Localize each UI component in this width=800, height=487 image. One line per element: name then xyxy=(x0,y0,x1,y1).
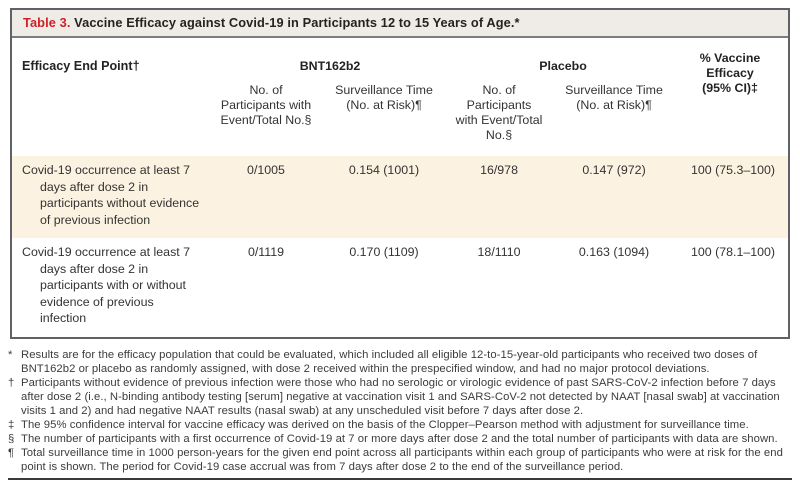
cell-placebo-events: 18/1110 xyxy=(477,245,521,259)
cell-vaccine-efficacy: 100 (78.1–100) xyxy=(690,245,776,259)
table-number-label: Table 3. xyxy=(23,15,71,30)
footnote-text: The 95% confidence interval for vaccine … xyxy=(21,418,749,431)
table-header: Efficacy End Point† BNT162b2 Placebo % V… xyxy=(12,38,788,156)
cell-placebo-surveillance: 0.163 (1094) xyxy=(578,245,650,259)
subheader-placebo-surveillance: Surveillance Time (No. at Risk)¶ xyxy=(565,83,663,112)
subheader-bnt-events: No. of Participants with Event/Total No.… xyxy=(220,83,312,127)
footnotes: * Results are for the efficacy populatio… xyxy=(8,348,792,474)
cell-bnt-surveillance: 0.170 (1109) xyxy=(349,245,419,259)
footnote-text: Participants without evidence of previou… xyxy=(21,376,780,417)
subheader-bnt-surveillance: Surveillance Time (No. at Risk)¶ xyxy=(335,83,433,112)
footnote-text: The number of participants with a first … xyxy=(21,432,778,445)
cell-bnt-events: 0/1005 xyxy=(247,163,285,177)
column-group-bnt162b2: BNT162b2 xyxy=(299,59,361,73)
row-endpoint-label: Covid-19 occurrence at least 7 days afte… xyxy=(22,245,191,325)
footnote-section: § The number of participants with a firs… xyxy=(8,432,792,446)
column-header-endpoint: Efficacy End Point† xyxy=(22,59,140,73)
cell-bnt-events: 0/1119 xyxy=(247,245,285,259)
footnote-text: Total surveillance time in 1000 person-y… xyxy=(21,446,783,473)
cell-placebo-surveillance: 0.147 (972) xyxy=(582,163,646,177)
footnote-text: Results are for the efficacy population … xyxy=(21,348,758,375)
table-row: Covid-19 occurrence at least 7 days afte… xyxy=(12,238,788,337)
footnote-dagger: † Participants without evidence of previ… xyxy=(8,376,792,418)
row-endpoint-label: Covid-19 occurrence at least 7 days afte… xyxy=(22,163,200,227)
cell-placebo-events: 16/978 xyxy=(480,163,518,177)
table-row: Covid-19 occurrence at least 7 days afte… xyxy=(12,156,789,238)
efficacy-header-line2: (95% CI)‡ xyxy=(702,81,758,95)
footnote-symbol: ‡ xyxy=(8,418,15,431)
footnote-asterisk: * Results are for the efficacy populatio… xyxy=(8,348,792,376)
footnote-symbol: ¶ xyxy=(8,446,15,459)
table-title-text: Vaccine Efficacy against Covid-19 in Par… xyxy=(70,15,520,30)
footnote-pilcrow: ¶ Total surveillance time in 1000 person… xyxy=(8,446,792,474)
footnote-symbol: † xyxy=(8,376,15,389)
efficacy-header-line1: % Vaccine Efficacy xyxy=(699,51,761,80)
column-group-placebo: Placebo xyxy=(539,59,587,73)
subheader-placebo-events: No. of Participants with Event/Total No.… xyxy=(455,83,543,142)
efficacy-table: Efficacy End Point† BNT162b2 Placebo % V… xyxy=(12,38,789,337)
footnote-double-dagger: ‡ The 95% confidence interval for vaccin… xyxy=(8,418,792,432)
column-header-vaccine-efficacy: % Vaccine Efficacy (95% CI)‡ xyxy=(678,38,788,156)
table-title: Table 3. Vaccine Efficacy against Covid-… xyxy=(12,10,788,38)
cell-bnt-surveillance: 0.154 (1001) xyxy=(348,163,420,177)
cell-vaccine-efficacy: 100 (75.3–100) xyxy=(690,163,776,177)
footnote-symbol: § xyxy=(8,432,15,445)
table-3-box: Table 3. Vaccine Efficacy against Covid-… xyxy=(10,8,790,339)
footnote-symbol: * xyxy=(8,348,13,361)
